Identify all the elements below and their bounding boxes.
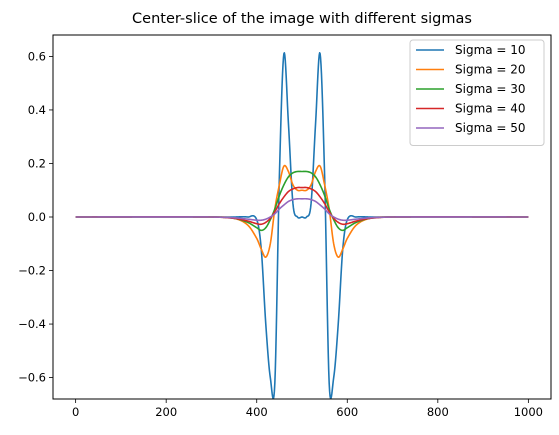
legend-label: Sigma = 40 bbox=[455, 102, 526, 116]
legend-label: Sigma = 50 bbox=[455, 121, 526, 135]
y-tick-label: 0.6 bbox=[28, 49, 46, 63]
x-tick-label: 0 bbox=[72, 405, 79, 419]
x-tick-label: 400 bbox=[246, 405, 268, 419]
legend: Sigma = 10 Sigma = 20 Sigma = 30 Sigma = 40… bbox=[409, 39, 545, 146]
x-tick-label: 200 bbox=[155, 405, 177, 419]
x-axis: 0 200 400 600 800 1000 bbox=[72, 399, 543, 419]
x-tick-label: 600 bbox=[336, 405, 358, 419]
y-tick-label: −0.2 bbox=[18, 264, 46, 278]
y-axis: −0.6 −0.4 −0.2 0.0 0.2 0.4 0.6 bbox=[18, 49, 53, 385]
y-tick-label: 0.4 bbox=[28, 103, 46, 117]
y-tick-label: 0.2 bbox=[28, 156, 46, 170]
legend-label: Sigma = 20 bbox=[455, 63, 526, 77]
y-tick-label: 0.0 bbox=[28, 210, 46, 224]
legend-label: Sigma = 30 bbox=[455, 82, 526, 96]
legend-label: Sigma = 10 bbox=[455, 43, 526, 57]
legend-box bbox=[409, 39, 545, 146]
x-tick-label: 800 bbox=[427, 405, 449, 419]
chart-title: Center-slice of the image with different… bbox=[132, 11, 472, 27]
series-line-5 bbox=[75, 197, 529, 222]
x-tick-label: 1000 bbox=[514, 405, 543, 419]
plot-lines bbox=[75, 52, 529, 400]
y-tick-label: −0.6 bbox=[18, 371, 46, 385]
y-tick-label: −0.4 bbox=[18, 317, 46, 331]
